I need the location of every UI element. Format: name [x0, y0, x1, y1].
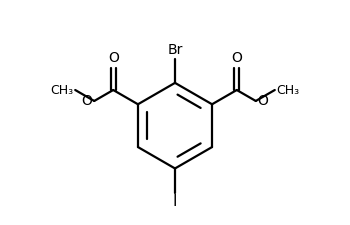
Text: O: O	[258, 94, 268, 108]
Text: O: O	[231, 52, 242, 65]
Text: I: I	[173, 194, 177, 209]
Text: O: O	[108, 52, 119, 65]
Text: CH₃: CH₃	[276, 83, 300, 97]
Text: O: O	[82, 94, 92, 108]
Text: CH₃: CH₃	[50, 83, 74, 97]
Text: Br: Br	[167, 43, 183, 57]
